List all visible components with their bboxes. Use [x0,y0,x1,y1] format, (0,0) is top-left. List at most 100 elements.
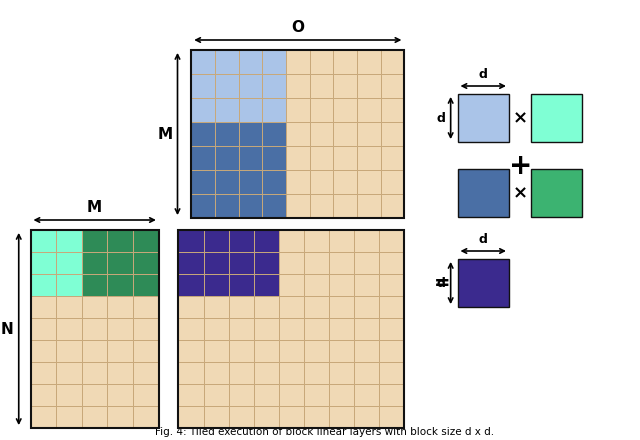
Bar [380,362,404,384]
Bar [304,230,329,252]
Bar [179,230,204,252]
Bar [56,274,82,296]
Bar [279,252,304,274]
Bar [56,230,82,252]
Bar [239,194,262,218]
Bar [108,296,133,318]
Bar [239,98,262,122]
Bar [286,50,310,74]
Bar [381,170,404,194]
Bar [82,318,108,340]
Bar [191,194,215,218]
Bar [286,146,310,170]
Bar [204,296,228,318]
Bar [304,406,329,428]
Bar [254,384,279,406]
Bar [228,274,254,296]
Bar [228,252,254,274]
Bar [279,406,304,428]
Bar [354,274,380,296]
Bar [228,318,254,340]
Bar [279,362,304,384]
Bar [262,74,286,98]
Bar [333,74,357,98]
Bar [380,340,404,362]
Bar [329,406,354,428]
Bar [310,170,333,194]
Bar [279,384,304,406]
Bar [262,170,286,194]
Bar [380,406,404,428]
Bar [381,122,404,146]
Text: =: = [433,274,450,293]
Bar [333,170,357,194]
Bar [228,296,254,318]
Bar [204,340,228,362]
Bar [133,296,159,318]
Bar [204,230,228,252]
Bar [254,252,279,274]
Bar [239,146,262,170]
Bar [191,50,215,74]
Bar [179,340,204,362]
Text: N: N [1,322,14,337]
Bar [380,274,404,296]
Text: Fig. 4: Tiled execution of block linear layers with block size d x d.: Fig. 4: Tiled execution of block linear … [155,427,494,437]
Bar [215,50,239,74]
Bar [262,146,286,170]
Bar [108,384,133,406]
Bar [133,384,159,406]
Bar [215,146,239,170]
Bar [56,296,82,318]
Bar [133,252,159,274]
Bar [357,50,381,74]
Bar [191,50,404,218]
Bar [262,122,286,146]
Bar [458,94,509,142]
Bar [228,230,254,252]
Bar [215,98,239,122]
Bar [333,146,357,170]
Bar [304,362,329,384]
Bar [531,94,582,142]
Bar [531,169,582,217]
Bar [191,170,215,194]
Bar [179,274,204,296]
Bar [329,230,354,252]
Bar [310,98,333,122]
Bar [329,274,354,296]
Bar [228,406,254,428]
Bar [304,318,329,340]
Bar [191,122,215,146]
Bar [56,340,82,362]
Bar [215,122,239,146]
Bar [239,74,262,98]
Bar [31,274,56,296]
Bar [228,340,254,362]
Bar [191,74,215,98]
Bar [31,274,56,296]
Bar [133,406,159,428]
Text: d: d [479,233,488,246]
Bar [108,230,133,252]
Bar [228,384,254,406]
Bar [262,122,286,146]
Bar [333,50,357,74]
Bar [254,362,279,384]
Bar [279,274,304,296]
Bar [239,170,262,194]
Bar [191,98,215,122]
Bar [191,146,215,170]
Bar [133,230,159,252]
Bar [254,230,279,252]
Bar [286,170,310,194]
Bar [381,98,404,122]
Bar [31,230,56,252]
Bar [204,274,228,296]
Bar [215,170,239,194]
Text: d: d [437,276,445,290]
Bar [458,259,509,307]
Bar [82,384,108,406]
Bar [215,170,239,194]
Bar [179,252,204,274]
